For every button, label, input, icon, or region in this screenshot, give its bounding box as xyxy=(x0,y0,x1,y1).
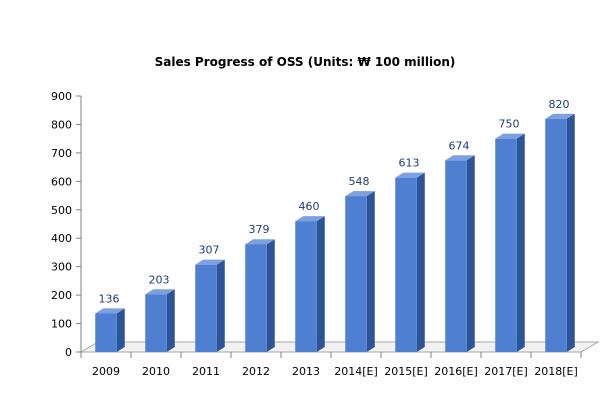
y-tick-label: 700 xyxy=(51,147,72,160)
y-tick-label: 200 xyxy=(51,289,72,302)
y-tick-label: 300 xyxy=(51,261,72,274)
bar-side xyxy=(366,191,375,352)
bar-side xyxy=(216,259,225,352)
x-tick-labels: 2009 2010 2011 2012 2013 2014[E] 2015[E] 2016[E… xyxy=(80,352,582,378)
bar xyxy=(345,191,375,352)
bar-side xyxy=(416,172,425,352)
bar xyxy=(295,216,325,352)
y-tick-labels: 0 100 200 300 400 500 600 700 800 900 xyxy=(51,90,72,359)
y-tick-label: 500 xyxy=(51,204,72,217)
bar-top xyxy=(545,113,575,119)
data-label: 820 xyxy=(549,98,570,111)
bar-top xyxy=(195,259,225,265)
y-tick-label: 600 xyxy=(51,175,72,188)
x-tick-label: 2018[E] xyxy=(534,365,578,378)
bar-side xyxy=(116,308,125,352)
y-tick-label: 0 xyxy=(65,346,72,359)
data-labels: 136 203 307 379 460 548 613 674 750 820 xyxy=(99,98,570,306)
bar-front xyxy=(495,138,517,352)
y-tick-label: 900 xyxy=(51,90,72,103)
x-tick-label: 2015[E] xyxy=(384,365,428,378)
x-tick-label: 2011 xyxy=(192,365,220,378)
bar-top xyxy=(245,239,275,245)
bar xyxy=(195,259,225,352)
data-label: 203 xyxy=(149,273,170,286)
data-label: 750 xyxy=(499,118,520,131)
data-label: 674 xyxy=(449,139,470,152)
bar-front xyxy=(295,221,317,352)
bar-side xyxy=(516,133,525,352)
data-label: 136 xyxy=(99,292,120,305)
bar-top xyxy=(345,191,375,197)
bar-side xyxy=(316,216,325,352)
bar xyxy=(245,239,275,352)
bar-top xyxy=(395,172,425,178)
y-tick-label: 400 xyxy=(51,232,72,245)
chart-title: Sales Progress of OSS (Units: ₩ 100 mill… xyxy=(155,55,456,69)
bar-top xyxy=(145,289,175,295)
data-label: 460 xyxy=(299,200,320,213)
data-label: 613 xyxy=(399,157,420,170)
bar-front xyxy=(195,264,217,352)
bar-front xyxy=(445,160,467,352)
x-tick-label: 2016[E] xyxy=(434,365,478,378)
bar-top xyxy=(295,216,325,222)
data-label: 379 xyxy=(249,223,270,236)
bar-front xyxy=(395,177,417,352)
x-tick-label: 2009 xyxy=(92,365,120,378)
bar xyxy=(145,289,175,352)
data-label: 548 xyxy=(349,175,370,188)
bar-front xyxy=(245,244,267,352)
x-tick-label: 2010 xyxy=(142,365,170,378)
data-label: 307 xyxy=(199,244,220,257)
bar xyxy=(545,113,575,352)
bar xyxy=(95,308,125,352)
bar-side xyxy=(466,155,475,352)
bar-series xyxy=(95,113,575,352)
bar-side xyxy=(266,239,275,352)
bar-top xyxy=(495,133,525,139)
x-tick-label: 2013 xyxy=(292,365,320,378)
bar-front xyxy=(95,313,117,352)
bar-top xyxy=(445,155,475,161)
bar-front xyxy=(145,294,167,352)
x-tick-label: 2017[E] xyxy=(484,365,528,378)
bar xyxy=(395,172,425,352)
y-axis xyxy=(76,95,82,353)
bar-top xyxy=(95,308,125,314)
y-tick-label: 800 xyxy=(51,118,72,131)
bar-front xyxy=(345,196,367,352)
y-tick-label: 100 xyxy=(51,318,72,331)
bar xyxy=(495,133,525,352)
bar-side xyxy=(166,289,175,352)
x-tick-label: 2012 xyxy=(242,365,270,378)
bar xyxy=(445,155,475,352)
x-tick-label: 2014[E] xyxy=(334,365,378,378)
bar-front xyxy=(545,118,567,352)
bar-side xyxy=(566,113,575,352)
